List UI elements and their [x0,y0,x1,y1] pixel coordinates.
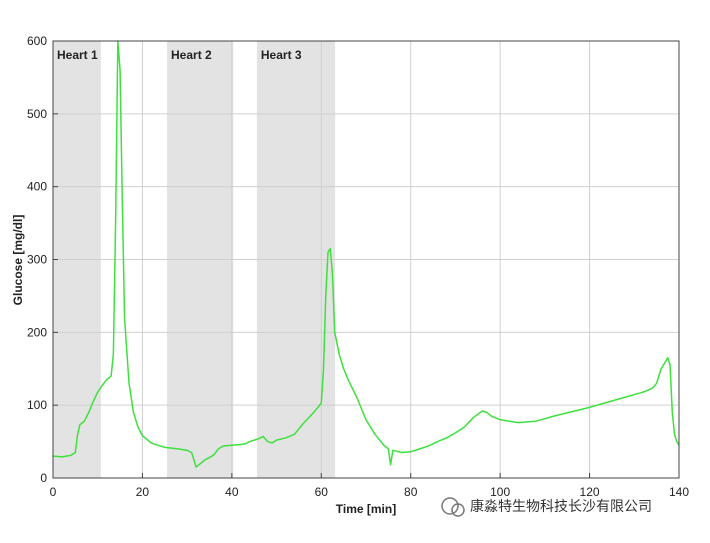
x-tick-label: 140 [669,485,689,499]
y-tick-label: 0 [40,471,47,485]
watermark-icon [441,497,465,517]
x-tick-label: 40 [225,485,239,499]
y-axis-label: Glucose [mg/dl] [11,215,25,306]
x-tick-label: 100 [490,485,510,499]
y-tick-label: 200 [27,325,47,339]
data-line [52,40,680,468]
region-label: Heart 2 [171,48,212,62]
x-tick-label: 20 [136,485,150,499]
x-tick-label: 80 [404,485,418,499]
watermark: 康淼特生物科技长沙有限公司 [470,498,652,514]
region-label: Heart 1 [57,48,98,62]
x-tick-label: 120 [580,485,600,499]
region-label: Heart 3 [261,48,302,62]
y-tick-label: 400 [27,180,47,194]
x-axis-label: Time [min] [336,502,396,516]
plot-frame [52,40,680,479]
x-tick-label: 0 [50,485,57,499]
y-tick-label: 500 [27,107,47,121]
y-tick-label: 100 [27,398,47,412]
x-tick-label: 60 [315,485,329,499]
y-tick-label: 300 [27,253,47,267]
y-tick-label: 600 [27,34,47,48]
